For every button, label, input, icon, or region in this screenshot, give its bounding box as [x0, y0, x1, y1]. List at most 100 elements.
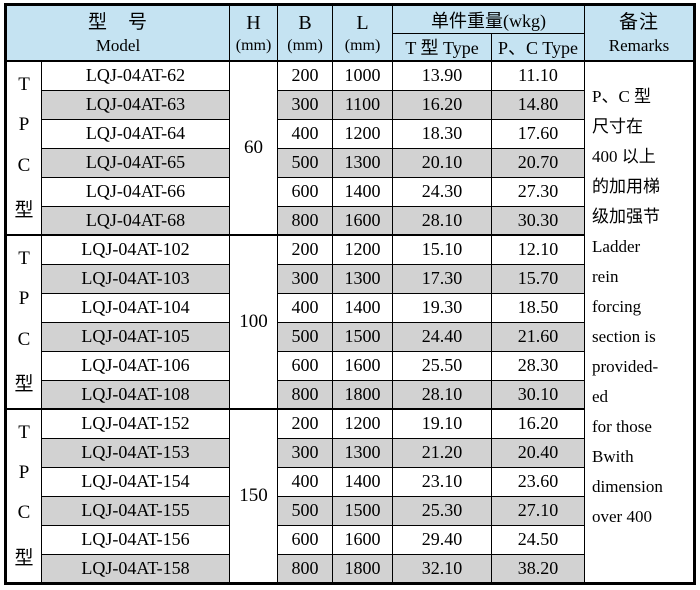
type-letter: 型 [14, 199, 34, 221]
type-letter: P [18, 114, 30, 136]
header-unit-weight: 单件重量(wkg) [392, 4, 586, 34]
header-l-label: L [356, 12, 369, 34]
b-cell: 800 [277, 379, 334, 410]
l-cell: 1400 [332, 292, 394, 323]
t-weight-cell: 25.50 [392, 350, 493, 381]
l-cell: 1000 [332, 60, 394, 91]
l-cell: 1600 [332, 524, 394, 555]
t-weight-cell: 18.30 [392, 118, 493, 149]
header-h-unit: (mm) [235, 37, 272, 54]
model-cell: LQJ-04AT-104 [40, 292, 231, 323]
t-weight-cell: 23.10 [392, 466, 493, 497]
type-letter: 型 [14, 547, 34, 569]
l-cell: 1300 [332, 263, 394, 294]
pc-weight-cell: 30.30 [491, 205, 586, 236]
l-cell: 1400 [332, 176, 394, 207]
header-b-label: B [298, 12, 312, 34]
b-cell: 800 [277, 205, 334, 236]
pc-weight-cell: 20.40 [491, 437, 586, 468]
header-remarks-en: Remarks [608, 35, 670, 55]
remarks-cell: P、C 型 尺寸在 400 以上 的加用梯 级加强节 Ladder rein f… [584, 60, 696, 584]
pc-weight-cell: 23.60 [491, 466, 586, 497]
b-cell: 200 [277, 408, 334, 439]
model-cell: LQJ-04AT-103 [40, 263, 231, 294]
l-cell: 1200 [332, 234, 394, 265]
pc-weight-cell: 21.60 [491, 321, 586, 352]
remarks-line: 尺寸在 [592, 117, 644, 136]
pc-weight-cell: 20.70 [491, 147, 586, 178]
model-cell: LQJ-04AT-105 [40, 321, 231, 352]
model-cell: LQJ-04AT-152 [40, 408, 231, 439]
pc-weight-cell: 38.20 [491, 553, 586, 584]
b-cell: 500 [277, 147, 334, 178]
type-label-cell: T P C 型 [5, 60, 42, 236]
l-cell: 1200 [332, 118, 394, 149]
remarks-line: provided- [592, 357, 659, 376]
h-value-cell: 100 [229, 234, 279, 410]
type-label-cell: T P C 型 [5, 234, 42, 410]
l-cell: 1300 [332, 437, 394, 468]
l-cell: 1400 [332, 466, 394, 497]
header-t-type: T 型 Type [392, 33, 493, 62]
remarks-line: forcing [592, 297, 642, 316]
remarks-line: ed [592, 387, 609, 406]
type-letter: T [18, 421, 30, 443]
remarks-line: Ladder [592, 237, 641, 256]
l-cell: 1600 [332, 350, 394, 381]
model-cell: LQJ-04AT-66 [40, 176, 231, 207]
b-cell: 600 [277, 350, 334, 381]
remarks-line: 的加用梯 [592, 177, 661, 196]
model-cell: LQJ-04AT-68 [40, 205, 231, 236]
pc-weight-cell: 27.10 [491, 495, 586, 526]
model-cell: LQJ-04AT-155 [40, 495, 231, 526]
h-value-cell: 60 [229, 60, 279, 236]
model-cell: LQJ-04AT-153 [40, 437, 231, 468]
t-weight-cell: 29.40 [392, 524, 493, 555]
t-weight-cell: 28.10 [392, 379, 493, 410]
header-b-unit: (mm) [287, 37, 323, 54]
model-cell: LQJ-04AT-158 [40, 553, 231, 584]
b-cell: 200 [277, 234, 334, 265]
l-cell: 1600 [332, 205, 394, 236]
t-weight-cell: 16.20 [392, 89, 493, 120]
model-cell: LQJ-04AT-154 [40, 466, 231, 497]
b-cell: 500 [277, 321, 334, 352]
t-weight-cell: 15.10 [392, 234, 493, 265]
t-weight-cell: 28.10 [392, 205, 493, 236]
header-pc-type: P、C Type [491, 33, 586, 62]
header-remarks: 备注 Remarks [584, 4, 696, 62]
h-value-cell: 150 [229, 408, 279, 584]
t-weight-cell: 24.40 [392, 321, 493, 352]
type-letter: P [18, 288, 30, 310]
type-letter: C [17, 154, 31, 176]
t-weight-cell: 24.30 [392, 176, 493, 207]
remarks-line: dimension [592, 477, 663, 496]
remarks-line: 级加强节 [592, 207, 661, 226]
b-cell: 500 [277, 495, 334, 526]
pc-weight-cell: 15.70 [491, 263, 586, 294]
t-weight-cell: 13.90 [392, 60, 493, 91]
model-cell: LQJ-04AT-62 [40, 60, 231, 91]
pc-weight-cell: 12.10 [491, 234, 586, 265]
t-weight-cell: 32.10 [392, 553, 493, 584]
pc-weight-cell: 18.50 [491, 292, 586, 323]
b-cell: 400 [277, 118, 334, 149]
type-label-cell: T P C 型 [5, 408, 42, 584]
header-model-cn: 型 号 [88, 11, 149, 33]
header-remarks-cn: 备注 [619, 11, 660, 33]
model-cell: LQJ-04AT-64 [40, 118, 231, 149]
remarks-line: section is [592, 327, 656, 346]
t-weight-cell: 25.30 [392, 495, 493, 526]
b-cell: 600 [277, 524, 334, 555]
pc-weight-cell: 27.30 [491, 176, 586, 207]
type-letter: 型 [14, 373, 34, 395]
header-l-unit: (mm) [344, 37, 381, 54]
pc-weight-cell: 30.10 [491, 379, 586, 410]
l-cell: 1800 [332, 553, 394, 584]
remarks-line: Bwith [592, 447, 634, 466]
model-cell: LQJ-04AT-65 [40, 147, 231, 178]
model-cell: LQJ-04AT-106 [40, 350, 231, 381]
remarks-line: over 400 [592, 507, 652, 526]
type-letter: C [17, 502, 31, 524]
model-cell: LQJ-04AT-108 [40, 379, 231, 410]
